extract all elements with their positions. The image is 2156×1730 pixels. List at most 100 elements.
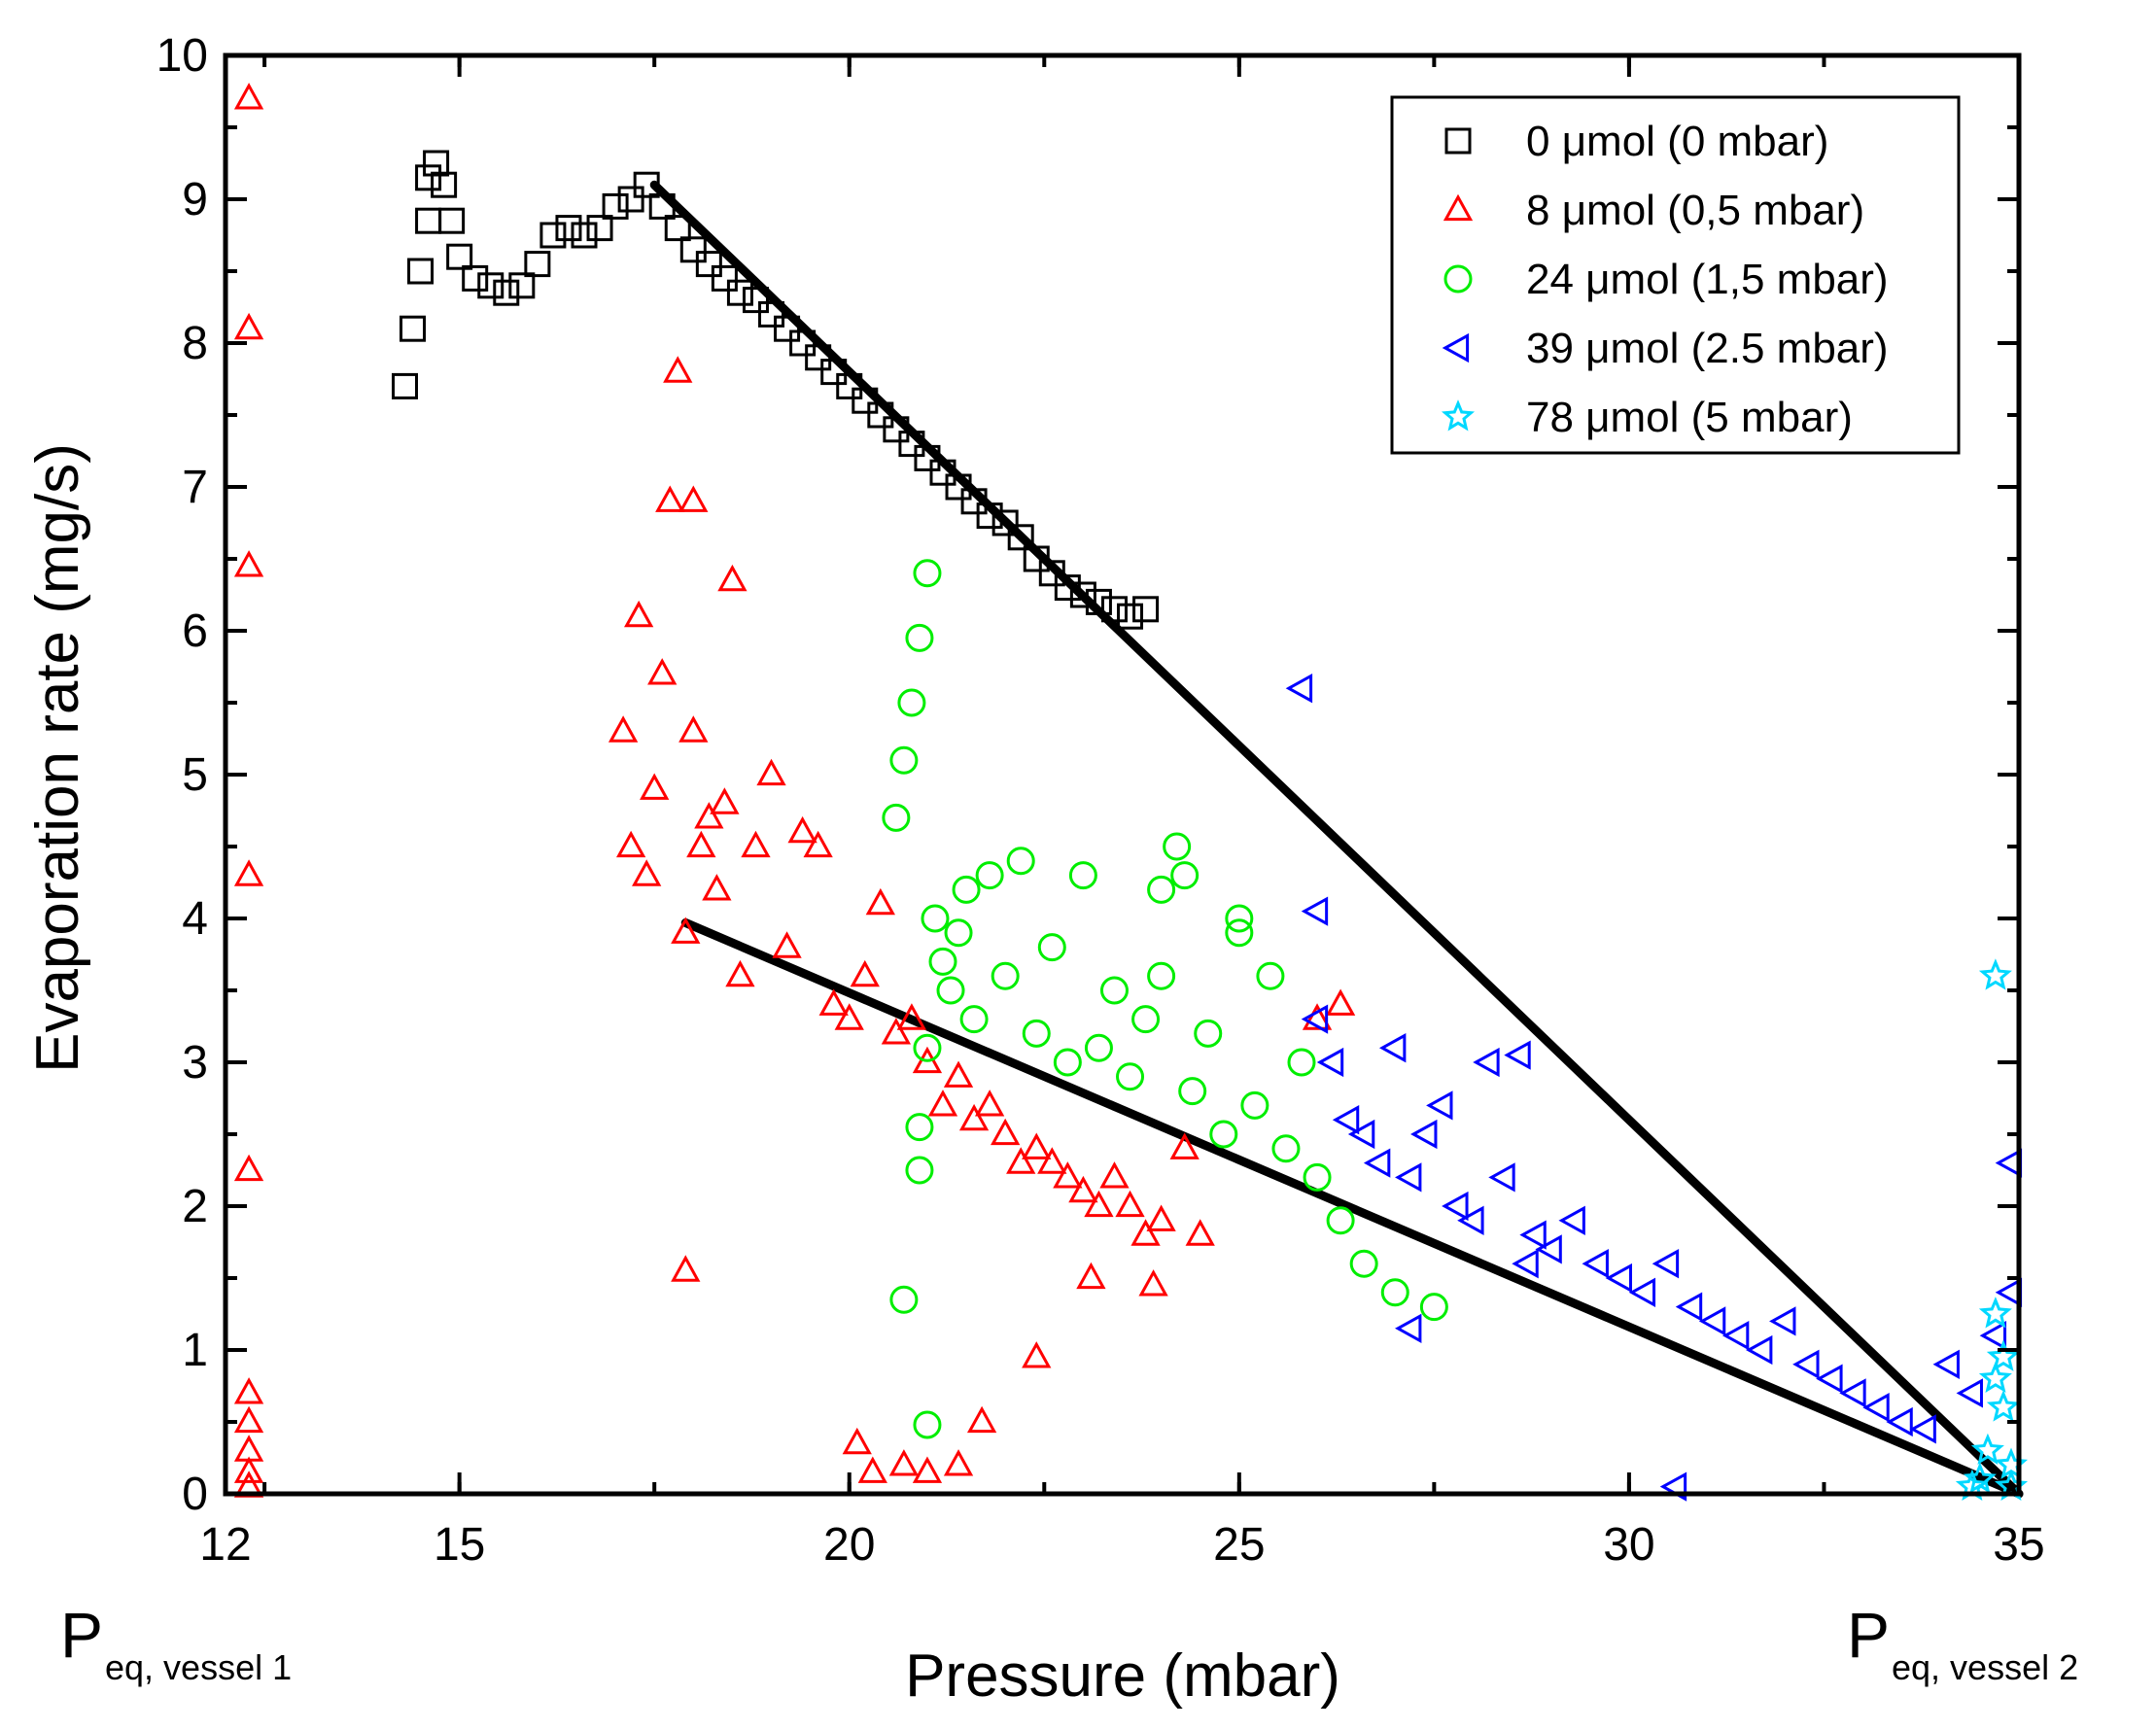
data-point [1138, 1269, 1168, 1297]
data-point [1302, 1003, 1333, 1030]
data-point [865, 887, 895, 916]
data-point [1325, 988, 1356, 1016]
data-point [1442, 1191, 1469, 1222]
data-point [943, 1449, 974, 1476]
data-point [1792, 1349, 1820, 1379]
legend-label: 39 μmol (2.5 mbar) [1526, 325, 1889, 372]
x-tick-label: 15 [434, 1519, 485, 1571]
data-point [233, 1456, 264, 1483]
data-point [1240, 1090, 1269, 1120]
data-point [1054, 574, 1081, 602]
data-point [1225, 904, 1254, 933]
data-point [787, 815, 817, 844]
data-point [1271, 1134, 1301, 1163]
y-tick-label: 10 [156, 30, 208, 82]
data-point [1698, 1306, 1726, 1336]
data-point [678, 485, 709, 512]
peq-vessel-2-sub: eq, vessel 2 [1892, 1647, 2078, 1687]
data-point [1956, 1378, 1983, 1408]
data-point [1410, 1119, 1438, 1150]
legend: 0 μmol (0 mbar) 8 μmol (0,5 mbar) 24 μmol … [1390, 95, 1961, 455]
x-tick-label: 12 [199, 1519, 251, 1571]
data-point [1099, 1161, 1130, 1189]
data-point [914, 444, 941, 471]
data-point [1209, 1120, 1238, 1149]
data-point [663, 356, 693, 383]
data-point [834, 1003, 864, 1030]
data-point [233, 550, 264, 577]
data-point [1326, 1206, 1355, 1235]
data-point [1909, 1414, 1936, 1444]
data-point [927, 1090, 958, 1117]
data-point [1115, 1190, 1145, 1218]
legend-label: 78 μmol (5 mbar) [1526, 394, 1853, 441]
data-point [431, 171, 458, 198]
data-point [741, 830, 771, 858]
data-point [945, 473, 972, 501]
data-point [1332, 1105, 1360, 1135]
data-point [960, 488, 988, 515]
data-point [1117, 603, 1144, 630]
data-point [1178, 1077, 1207, 1106]
data-point [1721, 1321, 1750, 1351]
data-point [928, 947, 957, 976]
data-point [913, 559, 942, 588]
data-point [725, 959, 755, 987]
data-point [1084, 1033, 1113, 1062]
data-point [647, 658, 678, 685]
series-4 [1955, 958, 2029, 1502]
data-point [952, 875, 981, 904]
data-point [1022, 1341, 1052, 1368]
data-point [1116, 1062, 1145, 1091]
data-point [1886, 1406, 1913, 1437]
data-point [1978, 1361, 2012, 1394]
data-point [1769, 1306, 1796, 1336]
data-point [602, 192, 629, 220]
data-point [1163, 832, 1192, 861]
series-1 [233, 83, 1356, 1498]
data-point [1605, 1263, 1632, 1294]
y-tick-label: 5 [182, 749, 208, 801]
data-point [1068, 1175, 1098, 1203]
data-point [1745, 1334, 1773, 1366]
data-point [1519, 1220, 1547, 1250]
data-point [867, 401, 894, 429]
data-point [1363, 1148, 1391, 1178]
data-point [1652, 1249, 1680, 1279]
data-point [857, 1456, 887, 1483]
data-point [913, 1410, 942, 1439]
data-point [508, 272, 536, 299]
data-point [702, 874, 732, 901]
data-point [446, 243, 473, 270]
data-point [1146, 1204, 1176, 1231]
data-point [1069, 581, 1096, 608]
data-point [1473, 1047, 1500, 1078]
data-point [943, 1060, 974, 1088]
y-tick-label: 7 [182, 462, 208, 513]
data-point [462, 264, 489, 292]
legend-marker [1443, 264, 1473, 294]
y-tick-label: 9 [182, 174, 208, 225]
data-point [818, 988, 849, 1016]
data-point [1099, 976, 1129, 1005]
data-point [1006, 1147, 1036, 1174]
data-point [1380, 1278, 1409, 1307]
data-point [1963, 1462, 1997, 1494]
data-point [648, 192, 676, 220]
data-point [400, 315, 427, 342]
data-point [1185, 1219, 1215, 1246]
data-point [756, 758, 786, 786]
data-point [392, 372, 418, 399]
data-point [1582, 1249, 1609, 1279]
data-point [991, 509, 1019, 536]
data-point [678, 715, 709, 743]
data-point [571, 222, 598, 249]
data-point [671, 917, 701, 944]
data-point [477, 272, 504, 299]
data-point [1225, 918, 1254, 948]
data-point [1488, 1162, 1515, 1193]
data-point [1131, 1005, 1161, 1034]
data-point [1504, 1040, 1531, 1070]
